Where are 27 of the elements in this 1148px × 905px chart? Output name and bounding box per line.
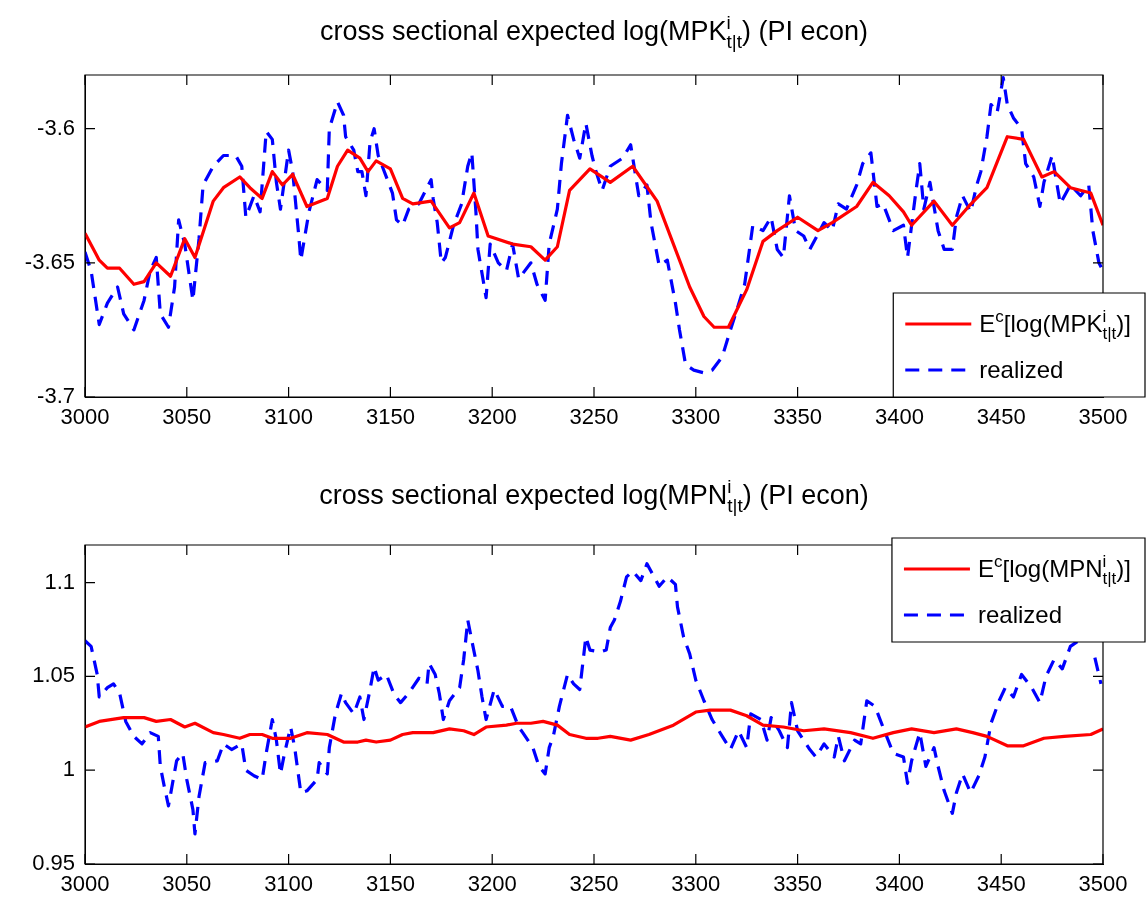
x-tick-label: 3400 xyxy=(874,871,924,897)
y-tick-label: 1.05 xyxy=(32,662,75,688)
x-tick-label: 3300 xyxy=(671,404,721,430)
x-tick-label: 3250 xyxy=(569,871,619,897)
legend-label: realized xyxy=(977,601,1062,628)
x-tick-label: 3350 xyxy=(773,871,823,897)
y-tick-label: 1 xyxy=(62,756,75,782)
x-tick-label: 3200 xyxy=(467,871,517,897)
x-tick-label: 3150 xyxy=(365,404,415,430)
y-tick-label: 1.1 xyxy=(44,568,75,594)
legend-label: realized xyxy=(979,356,1064,383)
x-tick-label: 3350 xyxy=(773,404,823,430)
x-tick-label: 3050 xyxy=(162,404,212,430)
x-tick-label: 3100 xyxy=(264,871,314,897)
y-tick-label: -3.65 xyxy=(24,248,75,274)
x-tick-label: 3200 xyxy=(467,404,517,430)
x-tick-label: 3450 xyxy=(976,871,1026,897)
x-tick-label: 3500 xyxy=(1078,871,1128,897)
x-tick-label: 3500 xyxy=(1078,404,1128,430)
y-tick-label: -3.6 xyxy=(37,114,75,140)
x-tick-label: 3300 xyxy=(671,871,721,897)
x-tick-label: 3150 xyxy=(365,871,415,897)
x-tick-label: 3050 xyxy=(162,871,212,897)
x-tick-label: 3100 xyxy=(264,404,314,430)
x-tick-label: 3400 xyxy=(874,404,924,430)
x-tick-label: 3250 xyxy=(569,404,619,430)
x-tick-label: 3450 xyxy=(976,404,1026,430)
